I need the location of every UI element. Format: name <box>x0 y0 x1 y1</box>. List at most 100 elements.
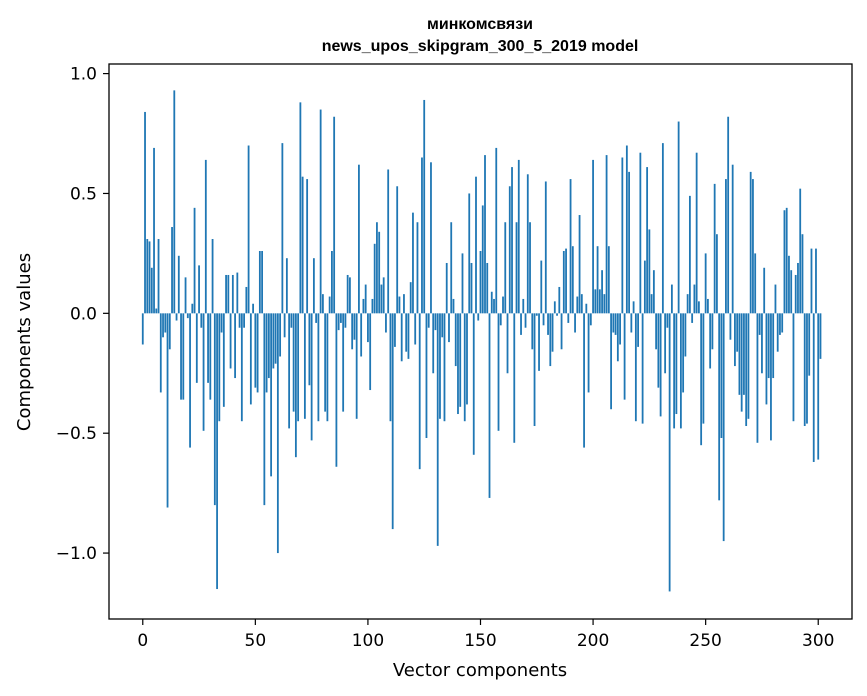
bar <box>569 179 572 314</box>
bar <box>340 313 342 323</box>
bar <box>254 313 257 388</box>
bar <box>249 313 252 405</box>
bar <box>758 313 761 335</box>
bar <box>695 152 698 314</box>
bar <box>157 239 160 314</box>
y-tick-label: −0.5 <box>56 424 97 444</box>
bar <box>659 313 662 417</box>
bar <box>625 145 628 314</box>
bar <box>270 313 273 477</box>
bar <box>520 313 522 335</box>
bar <box>511 167 513 314</box>
bar <box>556 313 558 316</box>
bar <box>405 313 408 352</box>
bar <box>549 313 552 367</box>
y-axis-ticks: −1.0 −0.5 0.0 0.5 1.0 <box>56 65 109 564</box>
bar <box>202 313 205 431</box>
bar <box>749 171 752 314</box>
bar <box>200 313 203 328</box>
bar <box>722 313 725 542</box>
bar <box>648 229 651 314</box>
bar <box>441 313 444 338</box>
bar <box>670 284 673 314</box>
bar <box>691 313 694 323</box>
bar <box>803 313 806 427</box>
bar <box>551 313 554 352</box>
bar <box>189 313 191 448</box>
bar <box>297 313 300 422</box>
bar <box>360 313 363 357</box>
bar <box>565 248 567 314</box>
bar <box>225 274 227 314</box>
bar <box>765 313 768 405</box>
bar <box>493 298 495 314</box>
bar <box>448 313 450 343</box>
bar <box>168 313 171 350</box>
bar <box>628 171 631 314</box>
bar <box>367 313 369 343</box>
bar <box>466 313 468 405</box>
bar <box>774 284 777 314</box>
bar <box>204 159 207 314</box>
bar <box>315 313 318 323</box>
bar <box>439 313 441 419</box>
bar <box>175 313 178 321</box>
bar <box>308 313 311 386</box>
bar <box>245 286 248 314</box>
bar <box>198 265 200 314</box>
bar <box>256 313 259 393</box>
bar <box>808 313 811 376</box>
bar <box>560 313 563 350</box>
bar <box>819 313 822 359</box>
bar <box>497 313 500 431</box>
bar <box>515 222 518 314</box>
bar <box>445 262 448 314</box>
bar <box>351 313 354 350</box>
bar <box>358 164 360 314</box>
bar <box>716 234 718 314</box>
bar <box>797 262 799 314</box>
y-tick-label: 0.5 <box>70 184 97 204</box>
bar <box>531 313 534 350</box>
bar <box>222 313 225 407</box>
bar <box>423 99 426 314</box>
bar <box>150 267 153 314</box>
bar <box>252 303 254 314</box>
bar <box>675 313 678 415</box>
bar <box>247 145 250 314</box>
bar <box>312 258 315 314</box>
bar <box>218 313 221 422</box>
bar <box>610 313 612 410</box>
bar <box>616 313 619 362</box>
bar <box>279 313 282 357</box>
bar <box>326 313 329 422</box>
bar <box>752 179 754 314</box>
bar <box>376 222 378 314</box>
bar <box>290 313 293 328</box>
bar <box>558 286 561 314</box>
bar <box>646 167 649 314</box>
bar <box>231 274 234 314</box>
bar <box>162 313 164 338</box>
bar <box>522 298 525 314</box>
bar <box>148 241 151 314</box>
bar <box>281 143 284 314</box>
bar <box>403 294 405 314</box>
bar <box>425 313 428 438</box>
bar <box>319 109 322 314</box>
bar <box>353 313 356 340</box>
bar <box>529 222 531 314</box>
bar <box>621 157 624 314</box>
bar <box>373 243 376 314</box>
y-tick-label: 0.0 <box>70 304 97 324</box>
x-tick-label: 50 <box>245 631 267 651</box>
bar <box>506 313 509 374</box>
bar <box>488 313 491 498</box>
bar <box>285 258 288 314</box>
bar <box>709 313 712 369</box>
bar <box>650 294 653 314</box>
bar <box>371 298 374 314</box>
bar <box>301 176 304 314</box>
bar <box>432 313 435 374</box>
bar <box>398 296 401 314</box>
